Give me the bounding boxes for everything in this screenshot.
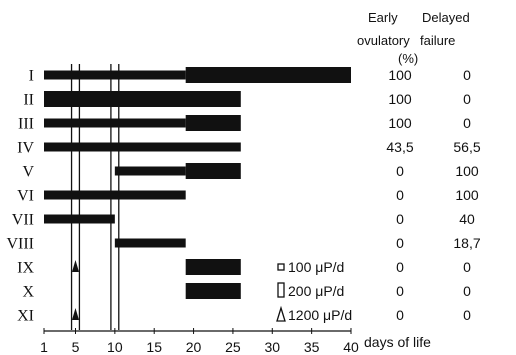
group-label: VIII — [6, 236, 34, 253]
early-value: 0 — [396, 283, 404, 299]
group-row-v: V — [22, 163, 241, 181]
bar-segment-thick — [44, 91, 241, 107]
group-row-x: X — [22, 283, 241, 301]
group-label: I — [29, 68, 34, 85]
group-row-ii: II — [23, 91, 241, 109]
delayed-value: 56,5 — [453, 139, 480, 155]
legend-label: 1200 μP/d — [288, 307, 352, 323]
bar-segment-thin — [44, 118, 186, 128]
bar-segment-thin — [44, 70, 186, 80]
early-value: 0 — [396, 187, 404, 203]
group-label: VII — [12, 212, 34, 229]
legend-rect-icon — [277, 282, 285, 298]
group-row-ix: IX — [17, 259, 241, 277]
header-early-line1: Early — [368, 10, 398, 25]
legend-label: 100 μP/d — [288, 259, 344, 275]
delayed-value: 0 — [463, 67, 471, 83]
group-row-iv: IV — [17, 140, 241, 157]
x-tick-label: 15 — [146, 339, 162, 355]
bar-segment-thick — [185, 283, 241, 299]
early-value: 100 — [388, 91, 412, 107]
early-value: 0 — [396, 307, 404, 323]
delayed-value: 0 — [463, 91, 471, 107]
pulse-triangle — [71, 308, 79, 320]
delayed-value: 0 — [463, 259, 471, 275]
header-delayed-line2: failure — [420, 33, 455, 48]
bar-segment-thick — [185, 163, 241, 179]
bar-segment-thin — [44, 190, 186, 200]
bar-segment-thin — [44, 142, 241, 152]
x-tick-label: 20 — [186, 339, 202, 355]
early-value: 43,5 — [386, 139, 413, 155]
early-value: 0 — [396, 259, 404, 275]
group-label: II — [23, 92, 34, 109]
group-label: XI — [17, 308, 34, 325]
group-label: IV — [17, 140, 34, 157]
bar-segment-thick — [185, 115, 241, 131]
delayed-value: 18,7 — [453, 235, 480, 251]
x-axis-label: days of life — [364, 334, 431, 350]
delayed-value: 40 — [459, 211, 475, 227]
x-tick-label: 25 — [225, 339, 241, 355]
group-row-i: I — [29, 67, 351, 85]
delayed-value: 0 — [463, 307, 471, 323]
value-columns: 100 0 100 0 100 0 43,5 56,5 0 100 0 100 0 40 0 18,7 0 0 0 0… — [386, 67, 480, 323]
bar-segment-thin — [44, 214, 115, 224]
group-row-vi: VI — [17, 188, 186, 205]
early-value: 100 — [388, 67, 412, 83]
legend-triangle-icon — [276, 305, 286, 322]
x-tick-label: 10 — [107, 339, 123, 355]
legend-square-icon — [277, 263, 285, 271]
early-value: 0 — [396, 163, 404, 179]
early-value: 0 — [396, 211, 404, 227]
x-tick-label: 40 — [343, 339, 359, 355]
group-label: VI — [17, 188, 34, 205]
bar-segment-thin — [114, 238, 186, 248]
delayed-value: 100 — [455, 163, 479, 179]
early-value: 100 — [388, 115, 412, 131]
bar-segment-thin — [114, 166, 186, 176]
pulse-triangle — [71, 260, 79, 272]
early-value: 0 — [396, 235, 404, 251]
delayed-value: 0 — [463, 283, 471, 299]
header-delayed-line1: Delayed — [422, 10, 470, 25]
group-label: V — [22, 164, 34, 181]
legend: 100 μP/d 200 μP/d 1200 μP/d — [276, 259, 352, 323]
x-tick-label: 30 — [264, 339, 280, 355]
group-row-iii: III — [18, 115, 241, 133]
x-tick-label: 35 — [304, 339, 320, 355]
delayed-value: 0 — [463, 115, 471, 131]
bar-segment-thick — [185, 67, 351, 83]
group-label: IX — [17, 260, 34, 277]
group-label: X — [22, 284, 34, 301]
group-label: III — [18, 116, 34, 133]
group-row-viii: VIII — [6, 236, 186, 253]
bar-segment-thick — [185, 259, 241, 275]
x-tick-label: 5 — [72, 339, 80, 355]
header-unit: (%) — [398, 51, 418, 66]
legend-label: 200 μP/d — [288, 283, 344, 299]
header-early-line2: ovulatory — [357, 33, 410, 48]
group-row-vii: VII — [12, 212, 115, 229]
group-row-xi: XI — [17, 308, 79, 325]
x-tick-label: 1 — [40, 339, 48, 355]
x-axis: 1 5 10 15 20 25 30 35 40 — [40, 328, 359, 355]
delayed-value: 100 — [455, 187, 479, 203]
